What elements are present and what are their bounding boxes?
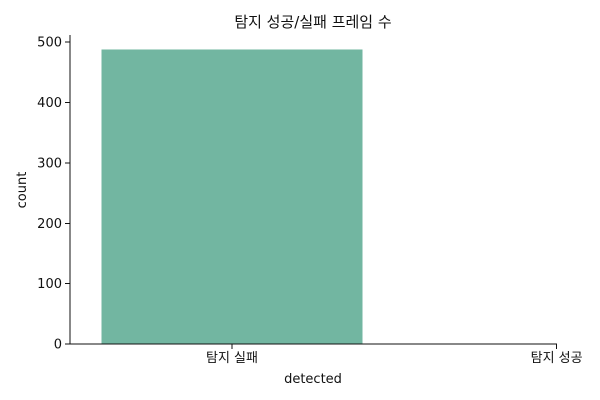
y-tick-label: 500: [37, 36, 62, 51]
y-ticks: 0 100 200 300 400 500: [37, 36, 70, 353]
x-tick-label: 탐지 성공: [531, 351, 583, 366]
chart-title: 탐지 성공/실패 프레임 수: [234, 13, 391, 31]
x-tick-label: 탐지 실패: [206, 351, 258, 366]
y-tick-label: 0: [54, 338, 62, 353]
y-tick-label: 400: [37, 96, 62, 111]
bar: [101, 49, 363, 344]
x-axis-label: detected: [284, 372, 342, 387]
y-tick-label: 200: [37, 217, 62, 232]
y-axis-label: count: [15, 172, 30, 209]
y-tick-label: 100: [37, 277, 62, 292]
x-ticks: 탐지 실패 탐지 성공: [206, 344, 583, 366]
y-tick-label: 300: [37, 156, 62, 171]
plot-area: [101, 49, 363, 344]
